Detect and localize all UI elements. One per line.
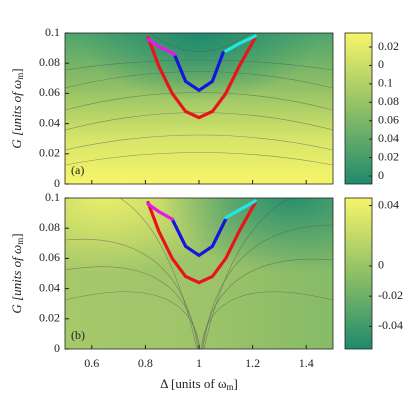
- curve: [146, 200, 257, 285]
- colorbar-label: 0: [378, 258, 384, 272]
- y-tick-label: 0.1: [45, 190, 60, 204]
- y-axis-label-part: ]: [9, 233, 24, 237]
- x-axis-label: Δ [units of ωm]: [160, 376, 238, 392]
- colorbar: [344, 197, 373, 350]
- x-axis-label-part: Δ [units of ω: [160, 376, 227, 391]
- curve: [224, 199, 257, 220]
- contour-lines: [64, 197, 334, 350]
- y-tick-label: 0.04: [39, 280, 60, 294]
- curve: [170, 217, 228, 258]
- y-tick-label: 0.08: [39, 220, 60, 234]
- x-axis-label-part: ]: [234, 376, 238, 391]
- y-tick-label: 0: [54, 341, 60, 355]
- y-tick-label: 0.02: [39, 311, 60, 325]
- contour-fill: [65, 198, 333, 349]
- colorbar-label: 0.08: [378, 94, 399, 108]
- curve: [173, 51, 225, 93]
- y-tick-label: 0.08: [39, 55, 60, 69]
- x-tick-label: 0.6: [84, 356, 99, 370]
- y-axis-label-part: ]: [9, 68, 24, 72]
- colorbar-label: 0: [378, 168, 384, 182]
- curve: [146, 202, 174, 221]
- x-tick-label: 1: [196, 356, 202, 370]
- y-tick-label: 0.06: [39, 250, 60, 264]
- y-axis-label: G [units of ωm]: [9, 233, 25, 313]
- x-tick-label: 1.4: [299, 356, 314, 370]
- colorbar-label: 0.06: [378, 112, 399, 126]
- colorbar-label: -0.02: [378, 288, 403, 302]
- colorbar-label: 0.02: [378, 149, 399, 163]
- y-axis-label-part: m: [15, 238, 25, 245]
- colorbar-label: 0: [378, 57, 384, 71]
- x-tick-label: 0.8: [138, 356, 153, 370]
- y-tick-label: 0.04: [39, 115, 60, 129]
- curve: [146, 35, 257, 120]
- colorbar-label: -0.04: [378, 318, 403, 332]
- contour-lines: [64, 32, 334, 166]
- y-axis-label: G [units of ωm]: [9, 68, 25, 148]
- panel-label: (b): [71, 328, 85, 342]
- y-tick-label: 0: [54, 176, 60, 190]
- x-tick-label: 1.2: [245, 356, 260, 370]
- y-tick-label: 0.1: [45, 25, 60, 39]
- y-tick-label: 0.02: [39, 146, 60, 160]
- colorbar-label: 0.04: [378, 197, 399, 211]
- x-axis-label-part: m: [227, 382, 234, 392]
- colorbar-label: 0.1: [378, 76, 393, 90]
- contour-fill: [65, 33, 333, 184]
- curve: [146, 37, 177, 56]
- y-axis-label-part: G [units of ω: [9, 245, 24, 314]
- colorbar-label: 0.02: [378, 39, 399, 53]
- panel-backgrounds: [64, 32, 334, 350]
- colorbar-label: 0.04: [378, 131, 399, 145]
- panel-label: (a): [71, 163, 84, 177]
- y-tick-label: 0.06: [39, 85, 60, 99]
- y-axis-label-part: m: [15, 73, 25, 80]
- y-axis-label-part: G [units of ω: [9, 80, 24, 149]
- colorbar: [344, 32, 373, 185]
- curve: [224, 34, 257, 53]
